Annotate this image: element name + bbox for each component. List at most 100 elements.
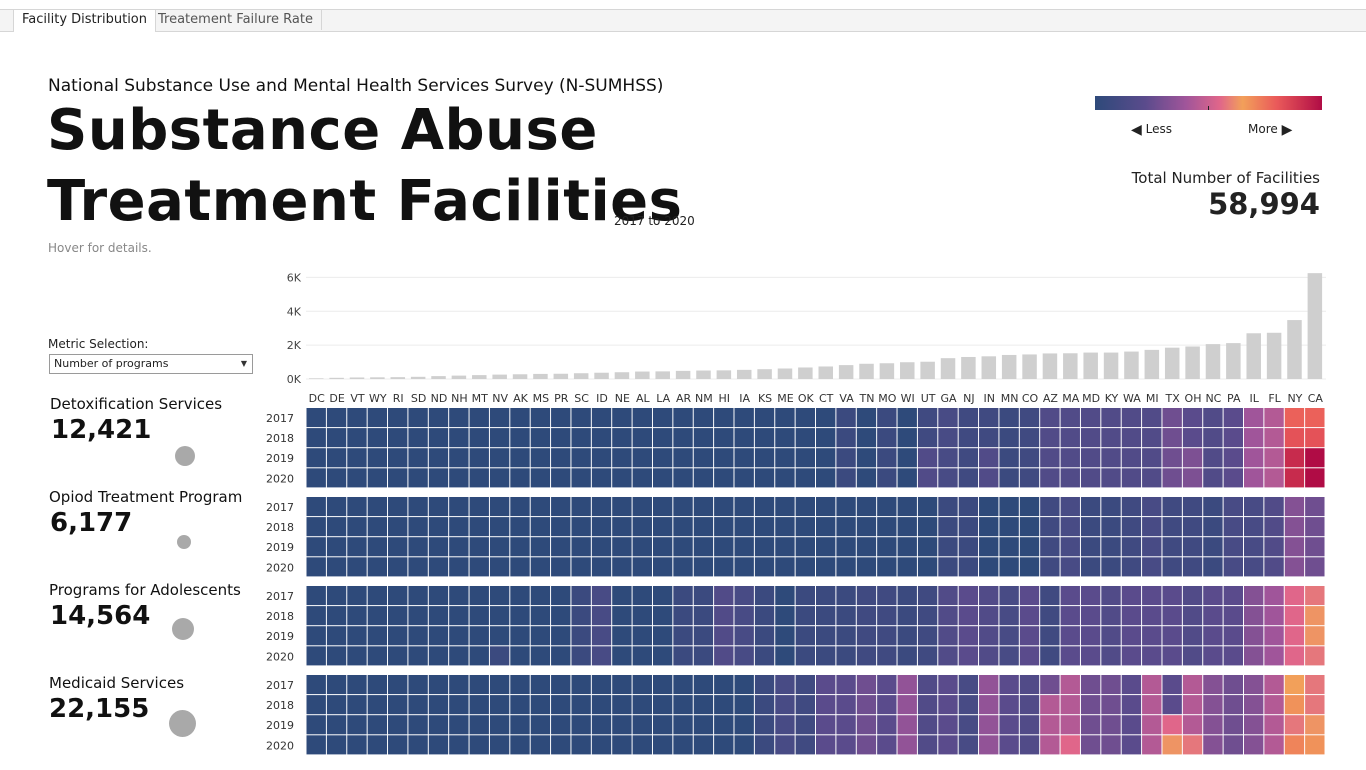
heat-cell [734,557,754,577]
heat-cell [836,517,856,537]
heat-cell [428,468,449,488]
heat-cell [775,646,795,666]
heat-cell [347,626,367,646]
heat-cell [714,626,734,646]
heat-cell [591,675,612,695]
heat-cell [571,715,591,735]
year-label: 2020 [266,561,294,574]
heat-cell [1060,675,1080,695]
service-value-medicaid: 22,155 [49,694,150,724]
heat-cell [836,695,856,715]
heat-cell [917,606,938,626]
heat-cell [897,468,917,488]
heat-cell [1203,695,1223,715]
heat-cell [326,537,347,557]
bar-GA [940,358,956,379]
heat-cell [1264,695,1284,715]
metric-selection-dropdown[interactable]: Number of programs ▼ [49,354,253,374]
heat-cell [897,408,917,428]
heat-cell [1040,557,1060,577]
heat-cell [1243,448,1264,468]
tab-treatment-failure-rate[interactable]: Treatement Failure Rate [150,10,322,30]
heat-cell [1162,468,1182,488]
heat-cell [877,606,897,626]
heat-cell [1284,675,1305,695]
heat-cell [408,735,428,755]
heat-cell [632,428,652,448]
heat-cell [979,626,999,646]
heat-cell [551,517,571,537]
heat-cell [1019,646,1040,666]
heat-cell [530,646,551,666]
heat-cell [571,675,591,695]
bar-ID [594,372,609,379]
heat-cell [734,695,754,715]
heat-cell [938,646,958,666]
heat-cell [1243,586,1264,606]
heat-cell [1121,517,1142,537]
y-tick-label: 4K [287,305,302,318]
heat-cell [449,695,469,715]
heat-cell [632,537,652,557]
heat-cell [714,517,734,537]
heat-cell [530,695,551,715]
legend-more[interactable]: More ▶ [1248,122,1292,138]
heat-cell [1142,497,1162,517]
heat-cell [938,557,958,577]
heat-cell [958,646,979,666]
state-label-WA: WA [1123,392,1141,405]
heat-cell [1101,675,1121,695]
heat-cell [836,715,856,735]
heat-cell [469,735,489,755]
heat-cell [1223,517,1243,537]
bar-CT [818,366,833,379]
heat-cell [1243,537,1264,557]
heat-cell [1019,537,1040,557]
heat-cell [917,408,938,428]
bar-IA [736,369,752,379]
bar-AL [635,371,650,379]
service-name-medicaid: Medicaid Services [49,674,185,692]
heat-cell [877,448,897,468]
heat-cell [489,497,510,517]
heat-cell [347,715,367,735]
state-label-SC: SC [574,392,589,405]
heat-cell [734,715,754,735]
heat-cell [673,468,693,488]
tab-facility-distribution[interactable]: Facility Distribution [13,10,156,32]
heat-cell [795,626,816,646]
heat-cell [1264,497,1284,517]
heat-cell [530,586,551,606]
heat-cell [795,606,816,626]
heat-cell [326,695,347,715]
heat-cell [938,428,958,448]
heat-cell [367,517,388,537]
heat-cell [571,468,591,488]
heat-cell [938,408,958,428]
heat-cell [1203,626,1223,646]
heat-cell [1060,695,1080,715]
heat-cell [917,557,938,577]
heat-cell [367,428,388,448]
heat-cell [958,517,979,537]
legend-less[interactable]: ◀ Less [1131,122,1172,138]
heat-cell [1142,428,1162,448]
heat-cell [551,715,571,735]
heat-cell [958,537,979,557]
heat-cell [306,735,326,755]
heat-cell [1121,468,1142,488]
heat-cell [388,428,408,448]
bar-PR [553,373,569,379]
heat-cell [734,537,754,557]
heat-cell [979,557,999,577]
bar-NY [1287,320,1302,379]
heat-cell [714,646,734,666]
legend-more-label: More [1248,122,1278,136]
heat-cell [1019,468,1040,488]
state-label-MI: MI [1146,392,1159,405]
heat-cell [428,695,449,715]
heat-cell [449,468,469,488]
heat-cell [1264,586,1284,606]
heat-cell [816,517,836,537]
heat-cell [1162,695,1182,715]
